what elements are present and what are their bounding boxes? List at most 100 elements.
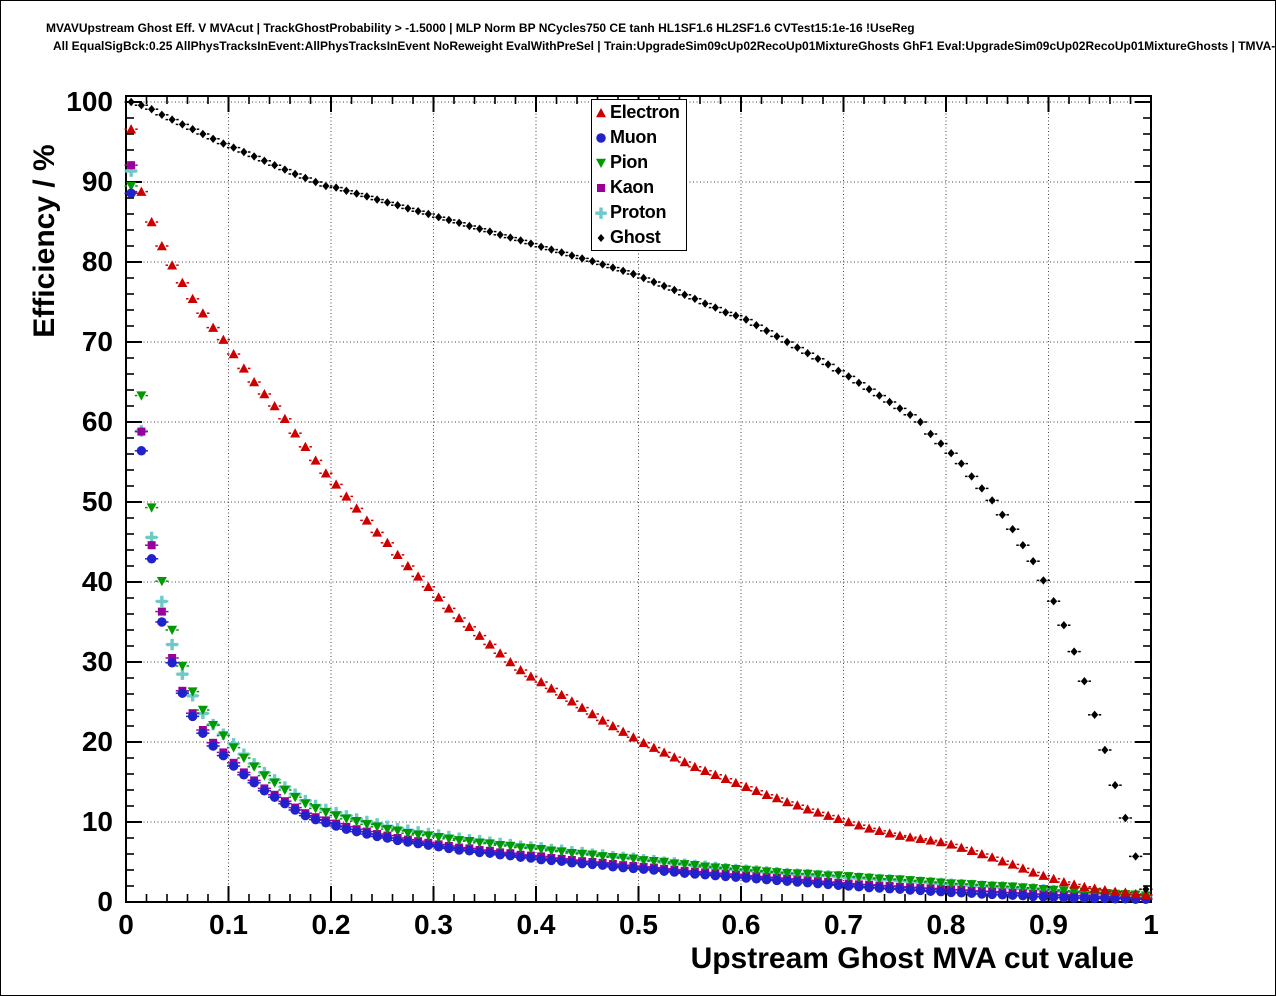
- x-tick-label-0.1: 0.1: [209, 909, 248, 940]
- point-pion: [177, 661, 188, 671]
- x-tick-label-0.2: 0.2: [311, 909, 351, 940]
- x-tick-label-0.8: 0.8: [926, 909, 966, 940]
- point-ghost: [383, 198, 391, 207]
- point-muon: [228, 761, 239, 771]
- point-muon: [731, 872, 741, 882]
- point-ghost: [670, 285, 678, 295]
- point-ghost: [773, 332, 781, 341]
- point-ghost: [455, 218, 463, 227]
- point-muon: [966, 888, 977, 898]
- point-electron: [300, 441, 311, 452]
- point-pion: [710, 863, 721, 873]
- point-electron: [1099, 885, 1110, 895]
- point-pion: [208, 720, 219, 731]
- point-electron: [146, 217, 157, 227]
- point-pion: [741, 865, 752, 875]
- y-tick-label-0: 0: [97, 886, 113, 917]
- point-muon: [259, 786, 270, 796]
- y-axis-title: Efficiency / %: [28, 144, 61, 338]
- point-electron: [536, 677, 547, 687]
- point-electron: [905, 832, 916, 842]
- point-ghost: [763, 326, 771, 335]
- point-pion: [884, 874, 895, 885]
- point-pion: [874, 874, 885, 884]
- point-ghost: [414, 207, 422, 216]
- point-muon: [300, 810, 311, 821]
- legend-label-muon: Muon: [610, 127, 657, 147]
- point-electron: [700, 765, 711, 776]
- point-pion: [607, 852, 618, 863]
- point-pion: [392, 826, 403, 836]
- point-muon: [813, 878, 823, 889]
- point-electron: [320, 468, 331, 478]
- x-tick-label-0: 0: [118, 909, 134, 940]
- point-electron: [884, 828, 895, 838]
- point-muon: [372, 831, 382, 842]
- point-electron: [741, 781, 752, 792]
- point-proton: [176, 668, 189, 680]
- point-pion: [987, 881, 998, 891]
- point-pion: [751, 866, 762, 876]
- point-ghost: [1050, 597, 1058, 606]
- legend-item-electron: Electron: [592, 102, 686, 123]
- point-proton: [125, 165, 137, 177]
- point-electron: [341, 491, 352, 501]
- point-electron: [577, 702, 588, 712]
- point-ghost: [1091, 710, 1099, 719]
- point-pion: [1038, 884, 1049, 895]
- point-muon: [1007, 890, 1018, 900]
- point-pion: [167, 625, 178, 635]
- point-pion: [935, 878, 946, 888]
- legend-label-electron: Electron: [610, 102, 680, 122]
- point-ghost: [752, 321, 760, 330]
- point-ghost: [916, 417, 924, 427]
- point-pion: [187, 687, 198, 697]
- point-muon: [874, 883, 885, 893]
- point-pion: [566, 848, 577, 859]
- point-electron: [669, 752, 680, 762]
- point-electron: [423, 581, 434, 592]
- point-muon: [321, 818, 331, 828]
- y-tick-label-100: 100: [66, 86, 113, 117]
- point-pion: [577, 849, 588, 859]
- point-electron: [249, 377, 260, 387]
- point-electron: [1130, 889, 1141, 899]
- point-muon: [618, 862, 628, 873]
- point-pion: [946, 879, 957, 889]
- point-pion: [156, 576, 167, 587]
- y-tick-label-90: 90: [81, 166, 113, 197]
- point-ghost: [250, 152, 258, 161]
- point-pion: [638, 856, 649, 866]
- point-muon: [454, 845, 464, 855]
- point-proton: [166, 638, 178, 651]
- point-pion: [259, 771, 270, 781]
- point-electron: [1140, 889, 1151, 900]
- point-electron: [269, 401, 280, 411]
- legend: Electron Muon Pion Kaon Proton Ghost: [591, 99, 687, 251]
- point-muon: [1028, 891, 1038, 902]
- point-electron: [167, 260, 178, 270]
- point-electron: [413, 571, 424, 581]
- point-muon: [1048, 892, 1059, 902]
- point-electron: [495, 648, 506, 658]
- point-pion: [249, 762, 260, 772]
- point-ghost: [691, 294, 699, 303]
- point-ghost: [322, 181, 330, 191]
- x-tick-label-1: 1: [1143, 909, 1159, 940]
- point-ghost: [619, 266, 627, 275]
- point-muon: [751, 874, 762, 884]
- y-tick-label-10: 10: [81, 806, 113, 837]
- point-muon: [792, 877, 803, 887]
- point-muon: [741, 873, 751, 883]
- point-ghost: [1080, 677, 1088, 686]
- point-ghost: [148, 105, 156, 114]
- point-electron: [679, 757, 690, 767]
- point-electron: [751, 785, 762, 796]
- point-pion: [443, 834, 454, 844]
- point-electron: [597, 715, 608, 725]
- point-pion: [126, 181, 137, 191]
- legend-label-pion: Pion: [610, 152, 648, 172]
- point-pion: [771, 868, 782, 878]
- point-pion: [300, 799, 311, 809]
